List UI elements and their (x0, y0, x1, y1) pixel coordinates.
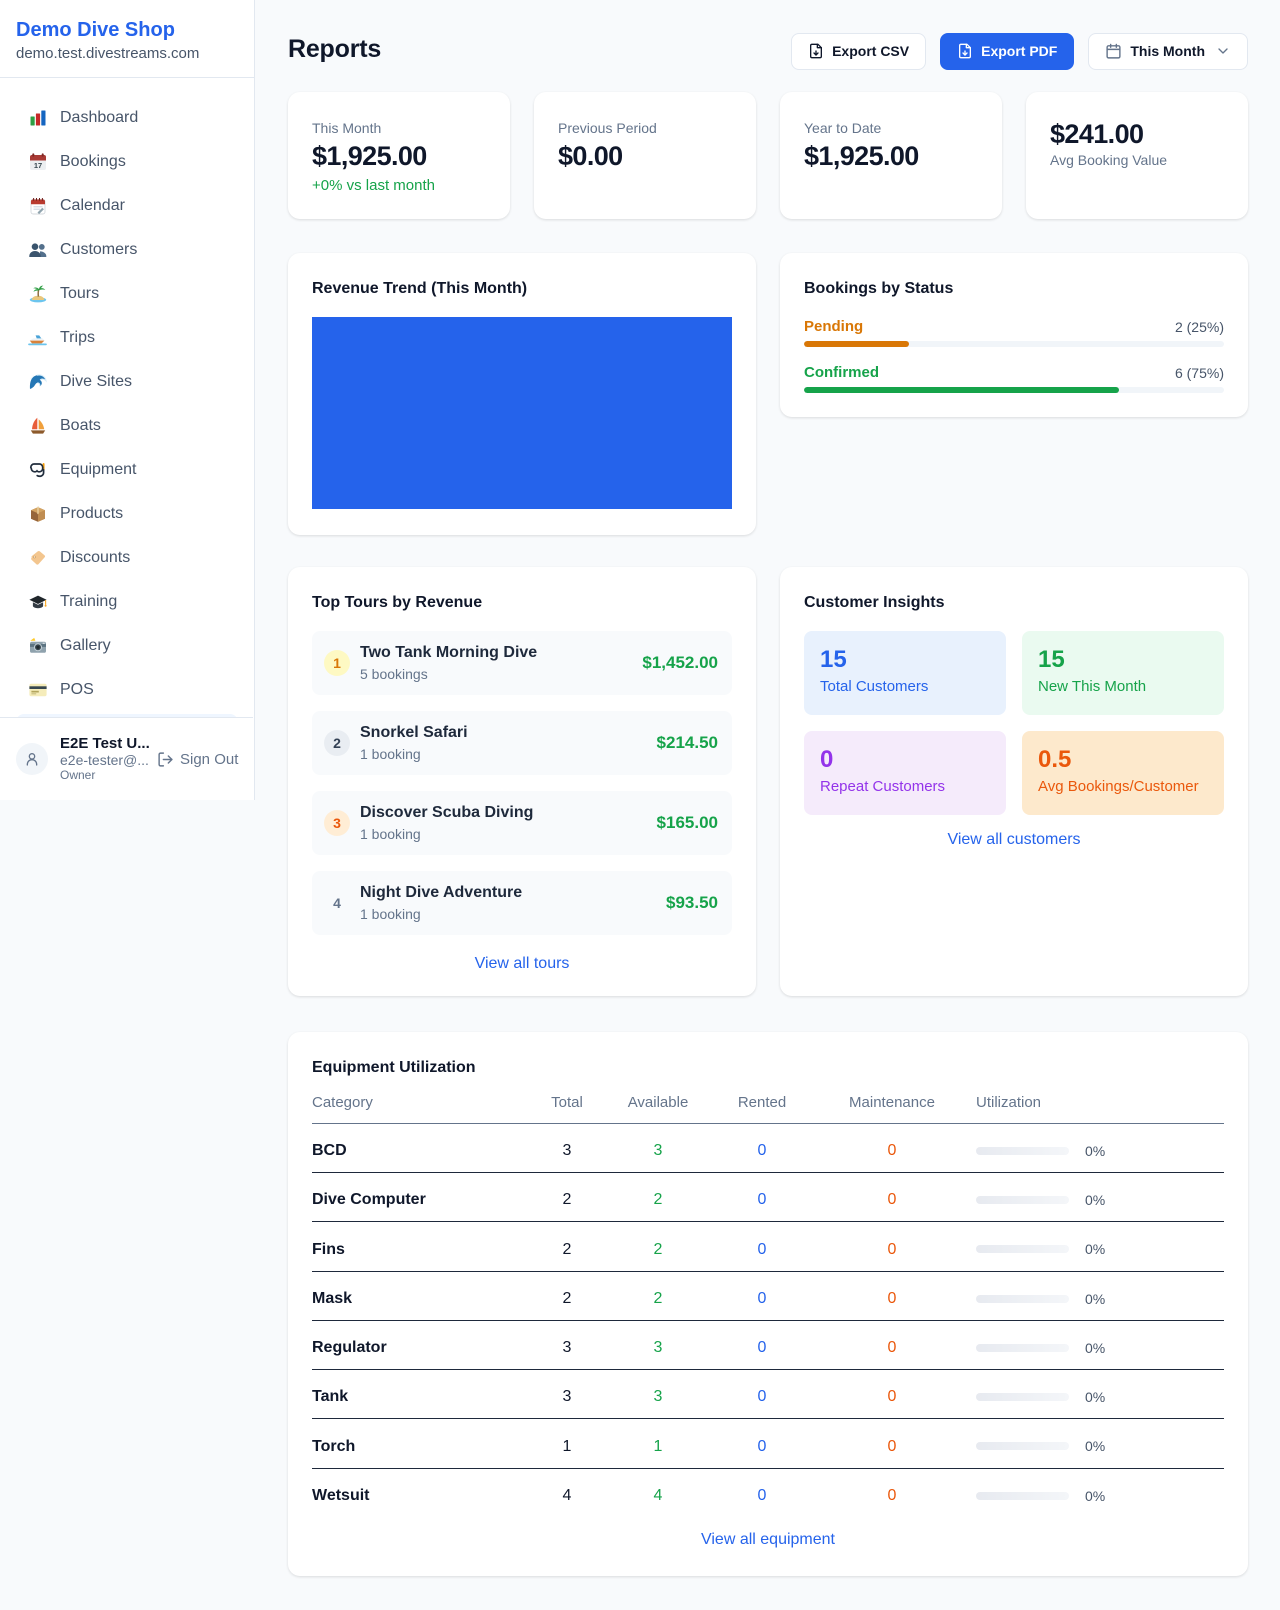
svg-text:17: 17 (34, 161, 42, 170)
